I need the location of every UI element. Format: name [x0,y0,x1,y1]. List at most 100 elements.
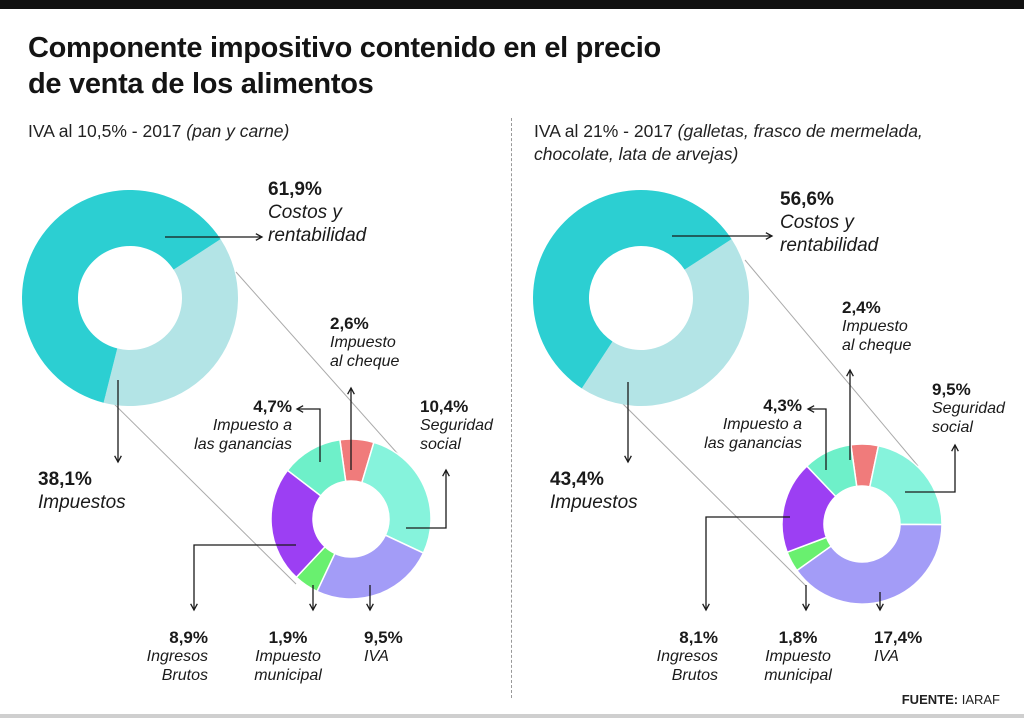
left-slice-costos [21,189,221,403]
right-arrow-ingresos-head [702,603,710,612]
left-arrow-seguridad-head [442,468,450,477]
right-slice-seguridad [868,444,943,526]
left-costos-name-2: rentabilidad [268,225,367,246]
left-slice-ganancias [286,438,347,497]
left-seguridad-name-1: Seguridad [420,417,493,434]
left-label-iva: 9,5% IVA [364,628,403,666]
right-cheque-name-2: al cheque [842,337,912,354]
right-label-ganancias: 4,3% Impuesto a las ganancias [680,396,802,453]
right-guide-line-lower [611,392,807,587]
right-ganancias-pct: 4,3% [763,396,802,415]
right-arrow-ganancias-head [806,405,815,413]
source-note: FUENTE: IARAF [902,692,1000,707]
left-municipal-pct: 1,9% [268,628,308,647]
right-label-municipal: 1,8% Impuesto municipal [756,628,840,685]
title-line-2: de venta de los alimentos [28,68,374,100]
right-subtitle-note-2: chocolate, lata de arvejas) [534,144,739,164]
left-slice-impuestos [103,239,239,406]
left-label-municipal: 1,9% Impuesto municipal [246,628,330,685]
left-municipal-name-2: municipal [254,667,322,684]
right-ingresos-pct: 8,1% [679,628,718,647]
left-costos-name-1: Costos y [268,202,342,223]
right-slice-costos [532,189,732,389]
title-line-1: Componente impositivo contenido en el pr… [28,32,661,64]
right-iva-name: IVA [874,648,899,665]
source-label: FUENTE: [901,692,959,707]
right-iva-pct: 17,4% [874,628,923,647]
left-subtitle-note: (pan y carne) [186,121,290,141]
left-slice-seguridad [360,441,432,555]
right-costos-pct: 56,6% [780,189,834,210]
left-ganancias-name-2: las ganancias [194,436,292,453]
left-impuestos-name: Impuestos [38,492,126,513]
top-bar [0,0,1024,9]
right-slice-iva [795,523,943,605]
right-label-ingresos: 8,1% Ingresos Brutos [620,628,718,685]
left-ganancias-name-1: Impuesto a [212,417,292,434]
right-arrow-ingresos [705,516,790,610]
bottom-bar [0,714,1024,718]
left-arrow-costos-head [255,233,264,241]
right-label-cheque: 2,4% Impuesto al cheque [842,298,911,355]
left-label-ganancias: 4,7% Impuesto a las ganancias [170,397,292,454]
left-ingresos-name-2: Brutos [161,667,208,684]
right-municipal-pct: 1,8% [778,628,818,647]
chart-title: Componente impositivo contenido en el pr… [28,30,728,102]
left-slice-iva [315,534,425,600]
right-impuestos-name: Impuestos [550,492,638,513]
right-municipal-name-2: municipal [764,667,832,684]
left-subtitle: IVA al 10,5% - 2017 (pan y carne) [28,120,289,143]
left-arrow-cheque-head [347,386,355,395]
right-label-impuestos: 43,4% Impuestos [550,468,638,514]
right-arrow-municipal-head [802,603,810,612]
source-value: IARAF [961,692,1000,707]
right-ingresos-name-2: Brutos [671,667,718,684]
left-impuestos-pct: 38,1% [38,469,92,490]
left-ganancias-pct: 4,7% [253,397,292,416]
left-iva-pct: 9,5% [364,628,403,647]
right-slice-ganancias [805,443,858,498]
right-ingresos-name-1: Ingresos [656,648,718,665]
left-label-seguridad: 10,4% Seguridad social [420,397,493,454]
left-cheque-pct: 2,6% [330,314,369,333]
left-seguridad-name-2: social [420,436,461,453]
right-label-iva: 17,4% IVA [874,628,922,666]
right-subtitle-main: IVA al 21% - 2017 [534,121,673,141]
right-arrow-costos-head [765,232,774,240]
right-arrow-impuestos-head [624,455,632,464]
left-seguridad-pct: 10,4% [420,397,469,416]
left-subtitle-main: IVA al 10,5% - 2017 [28,121,182,141]
right-subtitle: IVA al 21% - 2017 (galletas, frasco de m… [534,120,1014,166]
left-arrow-impuestos-head [114,455,122,464]
panel-divider [511,118,512,698]
left-arrow-ganancias [297,408,321,462]
right-arrow-seguridad [905,445,956,493]
left-ingresos-pct: 8,9% [169,628,208,647]
right-impuestos-pct: 43,4% [550,469,604,490]
right-subtitle-note: (galletas, frasco de mermelada, [677,121,923,141]
left-label-costos: 61,9% Costos y rentabilidad [268,178,366,247]
left-slice-ingresos [270,469,327,579]
left-arrow-ganancias-head [295,405,304,413]
right-label-costos: 56,6% Costos y rentabilidad [780,188,878,257]
right-ganancias-name-2: las ganancias [704,435,802,452]
left-label-ingresos: 8,9% Ingresos Brutos [110,628,208,685]
right-ganancias-name-1: Impuesto a [722,416,802,433]
left-arrow-municipal-head [309,603,317,612]
left-arrow-seguridad [406,470,447,529]
right-arrow-iva-head [876,603,884,612]
right-costos-name-1: Costos y [780,212,854,233]
left-guide-line-upper [235,271,406,463]
left-arrow-ingresos-head [190,603,198,612]
left-cheque-name-2: al cheque [330,353,400,370]
left-iva-name: IVA [364,648,389,665]
left-guide-line-lower [99,389,297,585]
right-guide-line-upper [744,259,919,467]
right-arrow-seguridad-head [951,443,959,452]
right-arrow-ganancias [808,408,827,470]
right-seguridad-pct: 9,5% [932,380,971,399]
right-seguridad-name-2: social [932,419,973,436]
left-arrow-iva-head [366,603,374,612]
left-municipal-name-1: Impuesto [255,648,321,665]
